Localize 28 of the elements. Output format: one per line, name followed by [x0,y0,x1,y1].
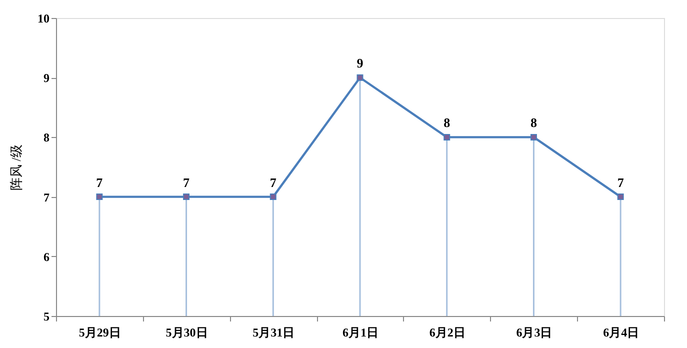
point [356,74,364,81]
x-tick-label: 6月3日 [516,326,552,340]
y-tick-label: 7 [44,190,50,204]
point [617,194,624,200]
data-label: 7 [183,174,190,190]
x-tick-label: 6月1日 [342,326,378,340]
point [530,134,537,140]
data-label: 7 [96,174,104,190]
y-tick-label: 5 [44,310,50,324]
data-label: 9 [356,56,364,71]
point [183,194,190,200]
y-tick-label: 6 [44,250,50,264]
point [96,194,103,200]
y-tick-label: 9 [44,71,50,86]
x-tick-label: 5月30日 [166,326,208,340]
y-tick-label: 10 [38,12,50,26]
y-tick-label: 8 [44,130,50,145]
x-tick-label: 6月4日 [603,326,640,340]
data-label: 8 [444,115,451,130]
data-label: 7 [270,174,277,190]
data-label: 8 [530,115,538,130]
point [444,134,450,140]
y-axis-title: 阵风 /级 [8,144,24,190]
x-tick-label: 6月2日 [429,326,466,340]
x-tick-label: 5月29日 [78,326,121,340]
data-label: 7 [617,174,624,190]
point [270,194,276,200]
x-tick-label: 5月31日 [252,326,295,340]
